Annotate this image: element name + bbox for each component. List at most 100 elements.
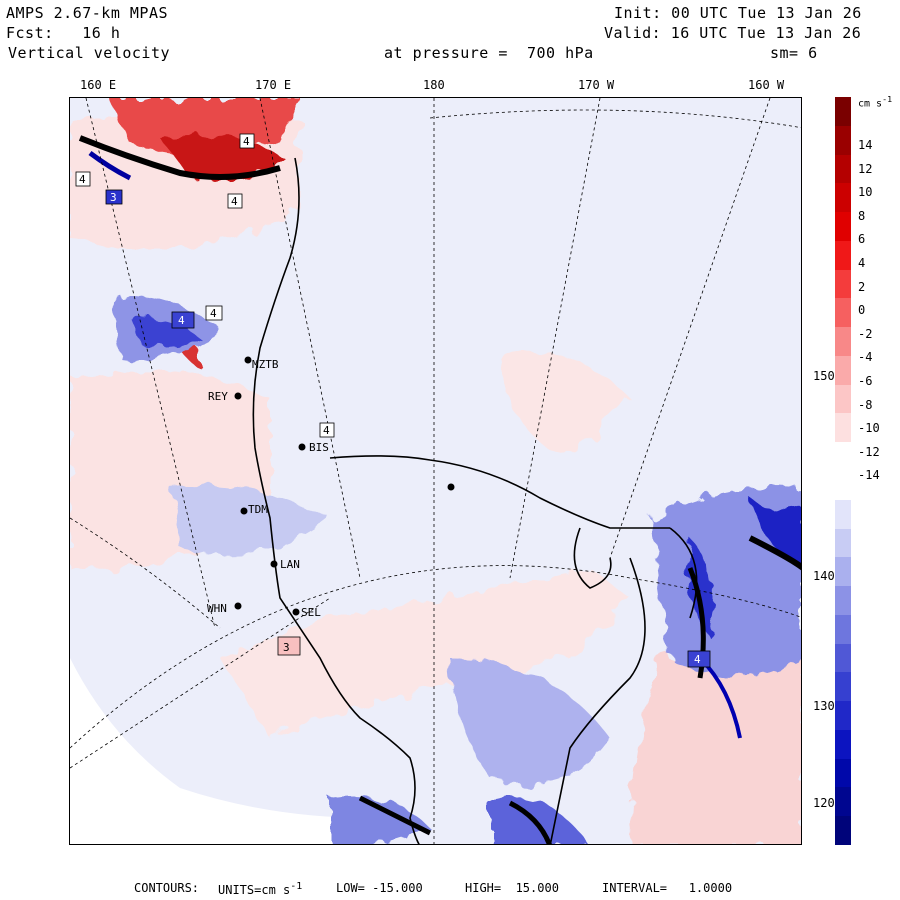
map-panel: MZTB REY BIS TDM LAN WHN SEL 4 4 3 4 4 4…	[69, 97, 802, 845]
colorbar-tick-label: 14	[858, 138, 873, 152]
contour-label-box	[227, 193, 243, 209]
station-label: BIS	[309, 441, 329, 454]
colorbar-swatch	[835, 643, 851, 673]
colorbar-tick-label: 6	[858, 232, 866, 247]
colorbar-tick-label: 12	[858, 161, 873, 176]
init-time: Init: 00 UTC Tue 13 Jan 26	[614, 4, 862, 22]
contour-label: 4	[178, 314, 185, 327]
colorbar-swatch	[835, 97, 851, 127]
colorbar-tick-label: -2	[858, 326, 873, 341]
colorbar-tick-label: 4	[858, 256, 866, 270]
graticule	[70, 98, 801, 844]
colorbar-tick-label: -12	[858, 444, 880, 459]
station-marker	[234, 602, 242, 610]
colorbar-swatch	[835, 154, 851, 184]
colorbar-tick-label: -10	[858, 421, 880, 436]
contour-labels: 4 4 3 4 4 4 3 4 4	[75, 133, 711, 668]
colorbar-swatch	[835, 787, 851, 817]
station-marker	[292, 608, 300, 616]
colorbar-tick-label: -4	[858, 350, 873, 365]
colorbar-swatch	[835, 701, 851, 731]
footer-units: UNITS=cm s-1	[218, 881, 303, 897]
colorbar-unit: cm s-1	[858, 94, 893, 110]
colorbar-swatch	[835, 355, 851, 386]
colorbar-swatch	[835, 471, 851, 501]
valid-time: Valid: 16 UTC Tue 13 Jan 26	[604, 24, 862, 42]
footer-contours: CONTOURS:	[134, 881, 200, 895]
lon-label: 170 W	[578, 78, 615, 92]
contour-label: 3	[110, 191, 117, 204]
colorbar-swatch	[835, 586, 851, 616]
colorbar-swatch	[835, 442, 851, 472]
footer-interval: INTERVAL= 1.0000	[602, 881, 733, 895]
colorbar-swatch	[835, 298, 851, 328]
contour-label-box	[277, 636, 301, 656]
colorbar-swatch	[835, 758, 851, 788]
contour-label: 4	[231, 195, 238, 208]
colorbar-swatch	[835, 614, 851, 645]
contour-label-box	[75, 171, 91, 187]
contour-label-box	[205, 305, 223, 321]
lon-label: 160 E	[80, 78, 117, 92]
vertical-velocity-map: MZTB REY BIS TDM LAN WHN SEL 4 4 3 4 4 4…	[70, 98, 801, 844]
lon-label: 170 E	[255, 78, 292, 92]
contour-label-box	[105, 189, 123, 205]
colorbar-tick-label: -6	[858, 374, 873, 388]
coastline	[252, 157, 698, 844]
strong-velocity-streaks	[78, 135, 801, 844]
pressure-level: at pressure = 700 hPa	[384, 44, 594, 62]
positive-velocity-areas	[70, 98, 801, 844]
colorbar-tick-label: 10	[858, 185, 873, 200]
footer-high: HIGH= 15.000	[465, 881, 559, 895]
contour-label: 4	[243, 135, 250, 148]
lon-label: 160 W	[748, 78, 785, 92]
colorbar-swatch	[835, 413, 851, 443]
contour-label: 4	[79, 173, 86, 186]
contour-label: 3	[283, 641, 290, 654]
model-title: AMPS 2.67-km MPAS	[6, 4, 169, 22]
station-label: REY	[208, 390, 228, 403]
contour-label: 4	[323, 424, 330, 437]
colorbar-swatch	[835, 816, 851, 846]
contour-label: 4	[210, 307, 217, 320]
colorbar-swatch	[835, 672, 851, 702]
station-marker	[240, 507, 248, 515]
colorbar-swatch	[835, 240, 851, 271]
footer-low: LOW= -15.000	[336, 881, 423, 895]
colorbar-swatch	[835, 384, 851, 414]
contour-label-box	[239, 133, 255, 149]
station-label: TDM	[248, 503, 268, 516]
station-marker	[234, 392, 242, 400]
colorbar	[835, 97, 851, 846]
lon-label: 180	[423, 78, 445, 92]
station-marker	[298, 443, 306, 451]
station-label: SEL	[301, 606, 321, 619]
colorbar-swatch	[835, 125, 851, 156]
colorbar-swatch	[835, 499, 851, 530]
colorbar-swatch	[835, 327, 851, 357]
smoothing: sm= 6	[770, 44, 818, 62]
colorbar-tick-label: -14	[858, 468, 880, 483]
colorbar-tick-label: -8	[858, 397, 873, 412]
colorbar-swatch	[835, 183, 851, 213]
station-marker	[244, 356, 252, 364]
colorbar-swatch	[835, 729, 851, 760]
contour-label-box	[687, 650, 711, 668]
station-marker	[270, 560, 278, 568]
colorbar-swatch	[835, 212, 851, 242]
colorbar-tick-label: 2	[858, 279, 866, 294]
field-name: Vertical velocity	[8, 44, 171, 62]
colorbar-swatch	[835, 269, 851, 299]
colorbar-swatch	[835, 557, 851, 587]
colorbar-swatch	[835, 528, 851, 558]
contour-label: 4	[694, 653, 701, 666]
station-marker	[447, 483, 455, 491]
colorbar-tick-label: 8	[858, 208, 866, 223]
forecast-hour: Fcst: 16 h	[6, 24, 121, 42]
stations: MZTB REY BIS TDM LAN WHN SEL	[207, 356, 455, 619]
station-label: WHN	[207, 602, 227, 615]
colorbar-tick-label: 0	[858, 303, 866, 318]
station-label: LAN	[280, 558, 300, 571]
station-label: MZTB	[252, 358, 279, 371]
contour-label-box	[171, 311, 195, 329]
